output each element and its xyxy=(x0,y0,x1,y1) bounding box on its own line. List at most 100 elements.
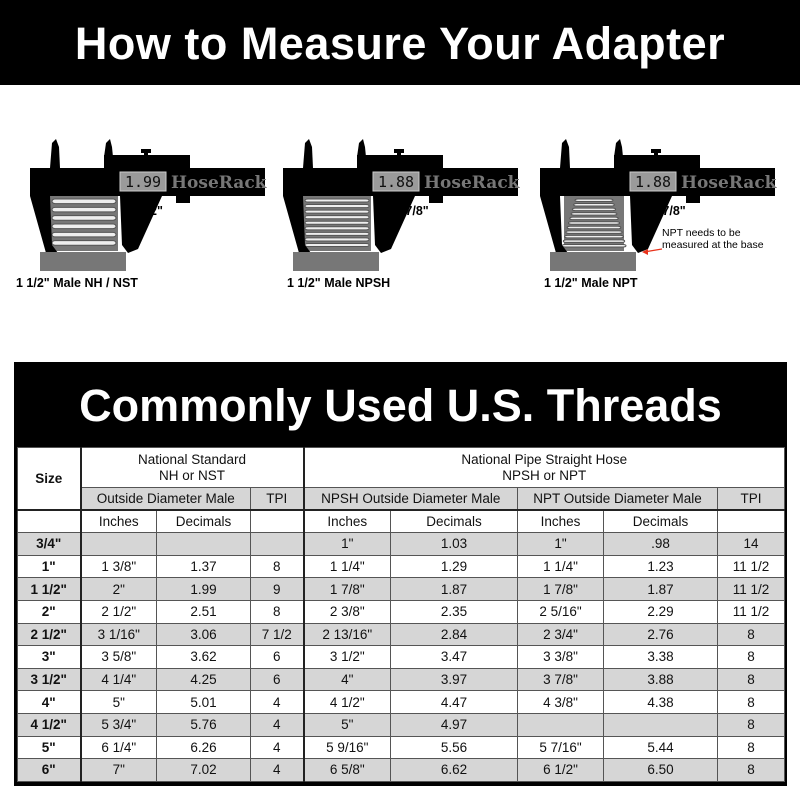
fitting-label: 1 1/2" Male NH / NST xyxy=(16,276,138,290)
cell-ns-decimals: 4.25 xyxy=(156,667,251,692)
cell-np-tpi: 14 xyxy=(717,532,786,556)
cell-npt-decimals: 5.44 xyxy=(603,735,719,760)
cell-ns-tpi: 4 xyxy=(249,712,305,737)
cell-npt-inches: 3 3/8" xyxy=(517,645,605,669)
np-tpi-header: TPI xyxy=(717,487,786,512)
measurement-label: 1 7/8" xyxy=(652,204,686,218)
cell-size: 3" xyxy=(17,645,82,669)
cell-ns-inches: 7" xyxy=(80,758,157,782)
fitting-base xyxy=(293,252,379,271)
cell-npt-decimals: .98 xyxy=(603,532,719,556)
cell-npsh-decimals: 1.29 xyxy=(390,554,519,579)
sub-header-decimals: Decimals xyxy=(603,509,719,534)
cell-np-tpi: 11 1/2 xyxy=(717,599,786,624)
table-row: 4" 5" 5.01 4 4 1/2" 4.47 4 3/8" 4.38 8 xyxy=(17,690,786,714)
cell-npt-decimals: 2.29 xyxy=(603,599,719,624)
table-row: 2" 2 1/2" 2.51 8 2 3/8" 2.35 2 5/16" 2.29 11 1/2 xyxy=(17,599,786,624)
ns-group-line1: National Standard xyxy=(137,451,247,467)
cell-ns-inches: 5 3/4" xyxy=(80,712,157,737)
caliper-1: 1.99 HoseRack 2" 1 1/2" Male NH / NST xyxy=(16,135,280,295)
cell-np-tpi: 8 xyxy=(717,622,786,647)
cell-ns-tpi: 9 xyxy=(249,577,305,601)
cell-np-tpi: 8 xyxy=(717,712,786,737)
cell-size: 3 1/2" xyxy=(17,667,82,692)
size-header: Size xyxy=(17,447,82,512)
caliper-3: 1.88 HoseRack 1 7/8" 1 1/2" Male NPT NPT… xyxy=(540,135,790,295)
cell-npt-decimals: 1.23 xyxy=(603,554,719,579)
sub-header-inches: Inches xyxy=(80,509,157,534)
measurement-label: 1 7/8" xyxy=(395,204,429,218)
cell-npsh-inches: 4" xyxy=(302,667,392,692)
np-group-line1: National Pipe Straight Hose xyxy=(461,451,628,467)
cell-size: 6" xyxy=(17,758,82,782)
sub-header-inches: Inches xyxy=(302,509,392,534)
caliper-2: 1.88 HoseRack 1 7/8" 1 1/2" Male NPSH xyxy=(283,135,533,295)
upper-slide-jaw xyxy=(104,139,113,157)
cell-np-tpi: 8 xyxy=(717,758,786,782)
cell-np-tpi: 8 xyxy=(717,645,786,669)
lower-slide-jaw xyxy=(373,196,415,253)
empty-cell xyxy=(717,509,786,534)
cell-npsh-decimals: 2.84 xyxy=(390,622,519,647)
digital-readout xyxy=(119,171,167,192)
cell-npt-inches: 5 7/16" xyxy=(517,735,605,760)
cell-npsh-inches: 5" xyxy=(302,712,392,737)
cell-ns-inches: 4 1/4" xyxy=(80,667,157,692)
cell-ns-tpi: 6 xyxy=(249,667,305,692)
brand-logo: HoseRack xyxy=(171,173,268,193)
readout-value: 1.99 xyxy=(125,173,161,191)
cell-npsh-inches: 4 1/2" xyxy=(302,690,392,714)
cell-np-tpi: 8 xyxy=(717,667,786,692)
cell-ns-decimals xyxy=(156,532,251,556)
cell-size: 2" xyxy=(17,599,82,624)
readout-value: 1.88 xyxy=(635,173,671,191)
cell-size: 1 1/2" xyxy=(17,577,82,601)
lower-fixed-jaw xyxy=(540,196,568,253)
cell-npt-inches: 2 5/16" xyxy=(517,599,605,624)
cell-npt-decimals: 3.88 xyxy=(603,667,719,692)
cell-size: 4" xyxy=(17,690,82,714)
npsh-od-header: NPSH Outside Diameter Male xyxy=(302,487,519,512)
cell-ns-inches xyxy=(80,532,157,556)
cell-npsh-inches: 1" xyxy=(302,532,392,556)
fitting-base xyxy=(550,252,636,271)
cell-size: 3/4" xyxy=(17,532,82,556)
cell-np-tpi: 11 1/2 xyxy=(717,554,786,579)
cell-npsh-decimals: 1.87 xyxy=(390,577,519,601)
cell-ns-tpi: 7 1/2 xyxy=(249,622,305,647)
cell-ns-inches: 2 1/2" xyxy=(80,599,157,624)
upper-slide-jaw xyxy=(357,139,366,157)
cell-ns-inches: 2" xyxy=(80,577,157,601)
cell-npsh-decimals: 2.35 xyxy=(390,599,519,624)
cell-npsh-decimals: 5.56 xyxy=(390,735,519,760)
cell-ns-tpi: 8 xyxy=(249,599,305,624)
cell-np-tpi: 8 xyxy=(717,735,786,760)
cell-ns-tpi: 4 xyxy=(249,758,305,782)
cell-np-tpi: 8 xyxy=(717,690,786,714)
measurement-label: 2" xyxy=(150,204,163,218)
cell-np-tpi: 11 1/2 xyxy=(717,577,786,601)
cell-npsh-decimals: 3.97 xyxy=(390,667,519,692)
cell-npsh-inches: 1 1/4" xyxy=(302,554,392,579)
note-line2: measured at the base xyxy=(662,239,764,251)
table-row: 4 1/2" 5 3/4" 5.76 4 5" 4.97 8 xyxy=(17,712,786,737)
cell-ns-decimals: 5.01 xyxy=(156,690,251,714)
table-row: 6" 7" 7.02 4 6 5/8" 6.62 6 1/2" 6.50 8 xyxy=(17,758,786,782)
lower-slide-jaw xyxy=(630,196,672,253)
npt-note: NPT needs to be measured at the base xyxy=(662,227,764,251)
cell-ns-tpi: 6 xyxy=(249,645,305,669)
cell-ns-decimals: 3.06 xyxy=(156,622,251,647)
table-row: 2 1/2" 3 1/16" 3.06 7 1/2 2 13/16" 2.84 2 3/4"… xyxy=(17,622,786,647)
table-row: 5" 6 1/4" 6.26 4 5 9/16" 5.56 5 7/16" 5.44 8 xyxy=(17,735,786,760)
cell-ns-tpi: 8 xyxy=(249,554,305,579)
cell-npsh-inches: 6 5/8" xyxy=(302,758,392,782)
ns-group-header: National Standard NH or NST xyxy=(79,447,305,488)
sub-header-inches: Inches xyxy=(517,509,605,534)
cell-size: 4 1/2" xyxy=(17,712,82,737)
cell-ns-decimals: 1.99 xyxy=(156,577,251,601)
cell-npt-inches: 2 3/4" xyxy=(517,622,605,647)
np-group-header: National Pipe Straight Hose NPSH or NPT xyxy=(302,447,786,488)
upper-fixed-jaw xyxy=(50,139,60,168)
caliper-drawing: 1.88 HoseRack 1 7/8" xyxy=(540,139,778,271)
cell-npt-decimals: 3.38 xyxy=(603,645,719,669)
